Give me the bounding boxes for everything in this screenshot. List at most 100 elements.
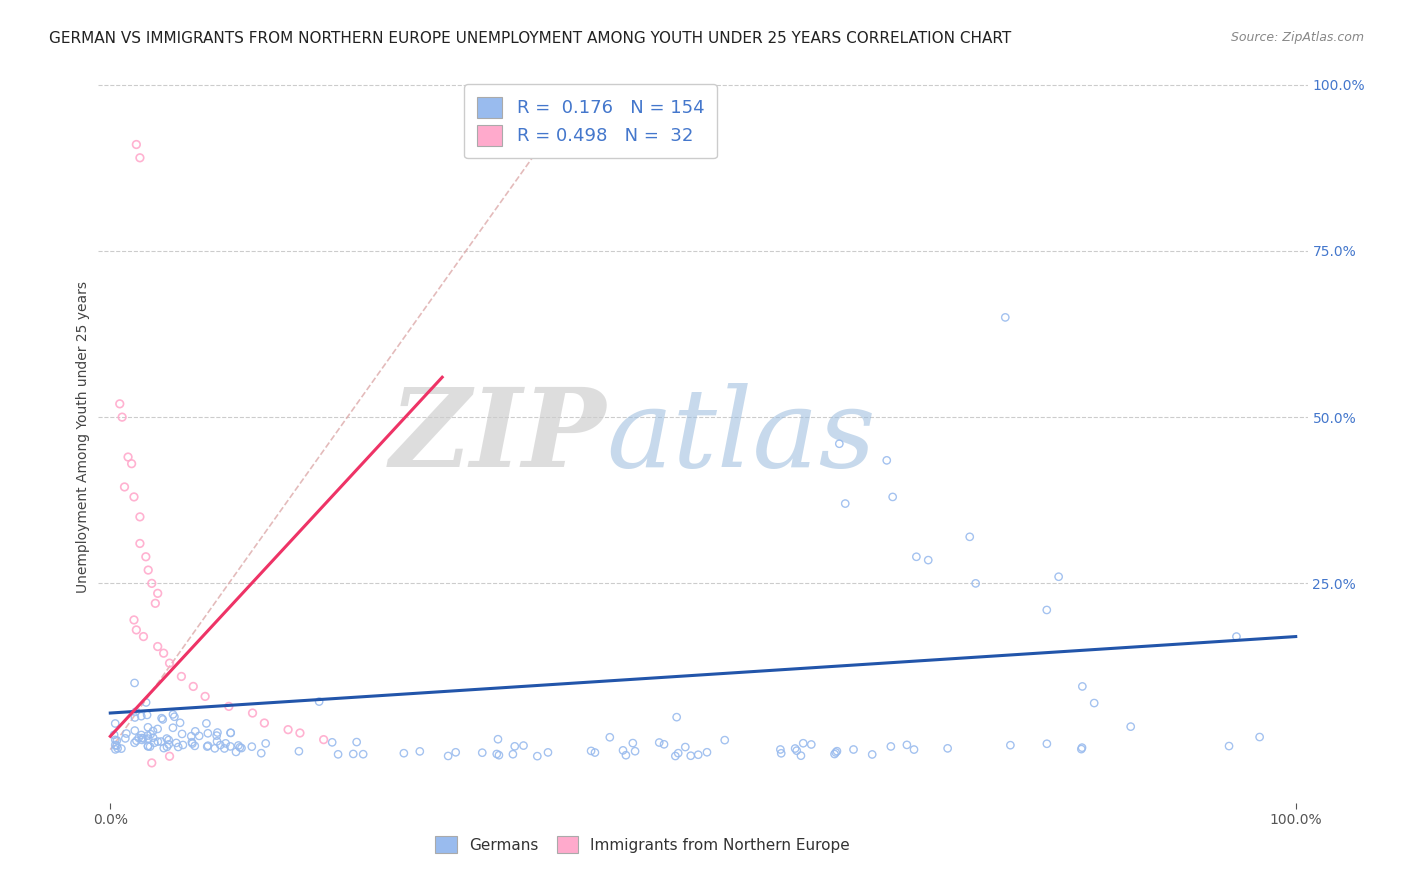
Point bbox=[152, 646, 174, 660]
Point bbox=[219, 726, 242, 740]
Point bbox=[205, 734, 228, 748]
Point bbox=[579, 744, 602, 758]
Point bbox=[326, 747, 349, 762]
Point bbox=[352, 747, 374, 762]
Point bbox=[162, 707, 184, 722]
Point bbox=[141, 576, 163, 591]
Point bbox=[136, 729, 159, 743]
Point bbox=[860, 747, 883, 762]
Point bbox=[157, 737, 180, 751]
Point bbox=[197, 739, 219, 753]
Point bbox=[834, 497, 856, 511]
Point bbox=[231, 741, 253, 756]
Point bbox=[666, 746, 689, 760]
Point bbox=[896, 738, 918, 752]
Point bbox=[903, 742, 925, 756]
Point bbox=[785, 741, 807, 756]
Point bbox=[129, 709, 152, 723]
Point bbox=[142, 724, 165, 739]
Point bbox=[128, 731, 150, 745]
Point bbox=[136, 563, 159, 577]
Point bbox=[146, 734, 169, 748]
Point bbox=[105, 733, 128, 747]
Point bbox=[146, 640, 169, 654]
Point bbox=[1070, 742, 1092, 756]
Point bbox=[1249, 730, 1271, 744]
Point bbox=[125, 623, 148, 637]
Point bbox=[599, 731, 621, 745]
Point bbox=[105, 733, 128, 747]
Point bbox=[150, 711, 173, 725]
Point bbox=[437, 749, 460, 764]
Point bbox=[136, 731, 159, 746]
Point bbox=[219, 739, 242, 754]
Point bbox=[800, 738, 823, 752]
Point bbox=[409, 744, 432, 758]
Point bbox=[125, 733, 148, 747]
Point bbox=[195, 716, 218, 731]
Point bbox=[180, 735, 202, 749]
Point bbox=[1083, 696, 1105, 710]
Point bbox=[229, 740, 252, 755]
Point bbox=[156, 731, 179, 746]
Point bbox=[136, 708, 159, 723]
Point bbox=[621, 736, 644, 750]
Point bbox=[114, 731, 136, 746]
Point bbox=[219, 739, 242, 754]
Point bbox=[624, 744, 647, 758]
Point bbox=[115, 726, 138, 740]
Point bbox=[665, 710, 688, 724]
Point bbox=[141, 756, 163, 770]
Point bbox=[1000, 738, 1022, 752]
Point bbox=[1071, 680, 1094, 694]
Point bbox=[648, 735, 671, 749]
Point bbox=[437, 749, 460, 764]
Point bbox=[180, 729, 202, 743]
Point bbox=[503, 739, 526, 754]
Point bbox=[696, 745, 718, 759]
Point bbox=[142, 731, 165, 745]
Point bbox=[903, 742, 925, 756]
Point bbox=[665, 710, 688, 724]
Point bbox=[184, 724, 207, 739]
Text: Source: ZipAtlas.com: Source: ZipAtlas.com bbox=[1230, 31, 1364, 45]
Point bbox=[143, 736, 166, 750]
Point bbox=[163, 710, 186, 724]
Point bbox=[253, 716, 276, 731]
Point bbox=[240, 739, 263, 754]
Point bbox=[209, 738, 232, 752]
Point bbox=[312, 732, 335, 747]
Point bbox=[1218, 739, 1240, 753]
Point bbox=[205, 729, 228, 743]
Point bbox=[104, 742, 127, 756]
Point bbox=[214, 741, 236, 756]
Point bbox=[135, 696, 157, 710]
Point bbox=[207, 725, 229, 739]
Point bbox=[936, 741, 959, 756]
Point bbox=[1036, 737, 1059, 751]
Point bbox=[917, 553, 939, 567]
Text: GERMAN VS IMMIGRANTS FROM NORTHERN EUROPE UNEMPLOYMENT AMONG YOUTH UNDER 25 YEAR: GERMAN VS IMMIGRANTS FROM NORTHERN EUROP… bbox=[49, 31, 1011, 46]
Point bbox=[825, 744, 848, 758]
Point bbox=[346, 735, 368, 749]
Point bbox=[180, 729, 202, 743]
Point bbox=[184, 739, 207, 753]
Point bbox=[188, 729, 211, 743]
Point bbox=[142, 724, 165, 739]
Point bbox=[488, 748, 510, 763]
Point bbox=[139, 739, 162, 754]
Point bbox=[136, 739, 159, 753]
Point bbox=[673, 739, 696, 754]
Text: atlas: atlas bbox=[606, 384, 876, 491]
Point bbox=[769, 742, 792, 756]
Point bbox=[965, 576, 987, 591]
Point bbox=[172, 738, 194, 752]
Point bbox=[786, 744, 808, 758]
Point bbox=[128, 731, 150, 745]
Point bbox=[111, 410, 134, 425]
Point bbox=[288, 744, 311, 758]
Text: ZIP: ZIP bbox=[389, 384, 606, 491]
Point bbox=[104, 738, 127, 752]
Point bbox=[124, 723, 146, 738]
Point bbox=[143, 736, 166, 750]
